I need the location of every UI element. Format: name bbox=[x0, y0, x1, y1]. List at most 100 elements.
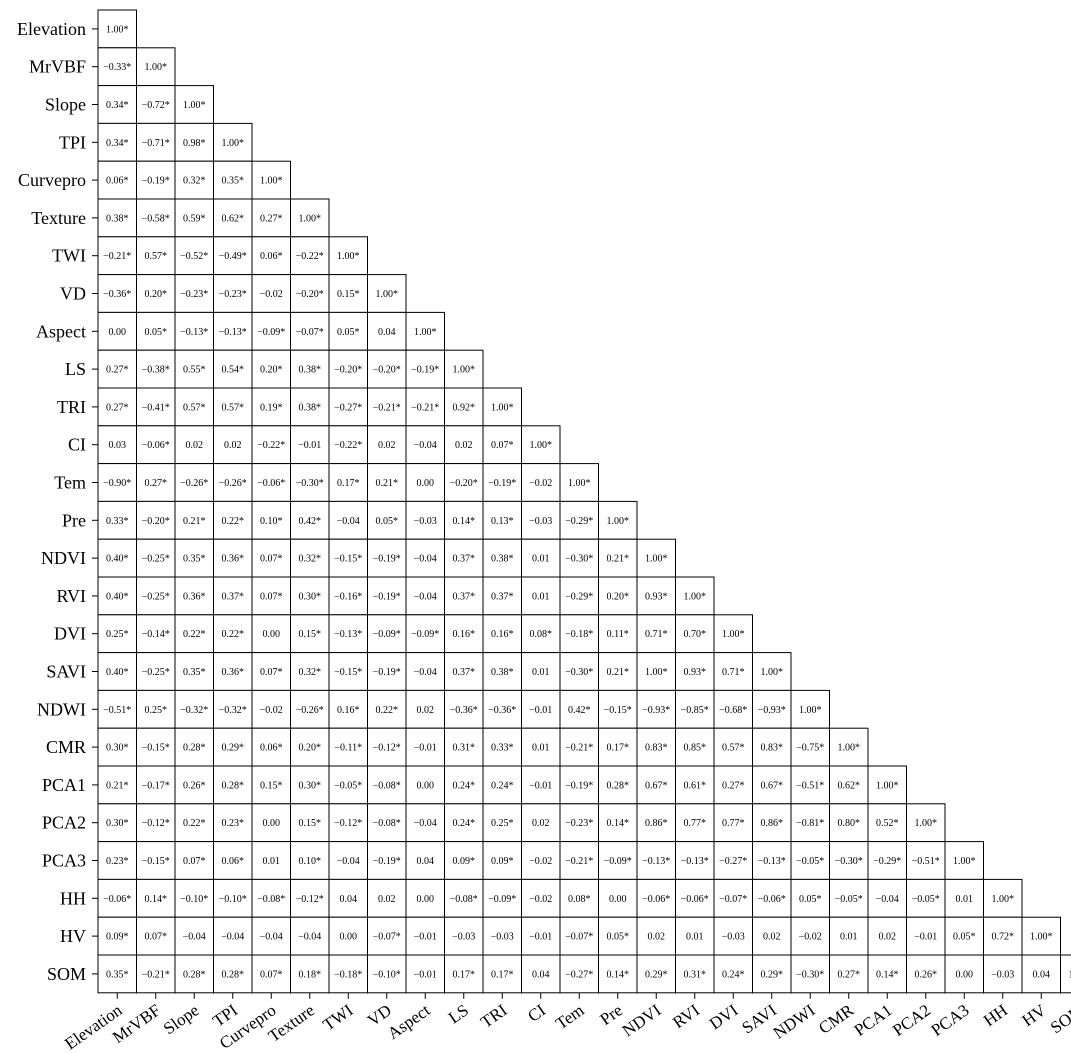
matrix-cell bbox=[328, 538, 368, 578]
matrix-cell bbox=[944, 878, 984, 918]
cell-value: 0.29* bbox=[222, 743, 245, 754]
matrix-cell bbox=[829, 765, 869, 805]
column-label-aspect: Aspect bbox=[384, 1000, 434, 1043]
cell-value: −0.41* bbox=[142, 402, 170, 413]
cell-value: 0.62* bbox=[222, 213, 245, 224]
cell-value: −0.30* bbox=[565, 554, 593, 565]
cell-value: 1.00* bbox=[183, 100, 206, 111]
matrix-cell bbox=[136, 349, 176, 389]
cell-value: 0.93* bbox=[684, 667, 707, 678]
cell-value: −0.19* bbox=[411, 365, 439, 376]
column-label-cmr: CMR bbox=[815, 1000, 857, 1038]
cell-value: −0.01 bbox=[529, 932, 552, 943]
cell-value: −0.10* bbox=[373, 969, 401, 980]
cell-value: 0.77* bbox=[684, 818, 707, 829]
matrix-cell bbox=[328, 576, 368, 616]
cell-value: 0.52* bbox=[876, 818, 899, 829]
cell-value: 0.22* bbox=[183, 818, 206, 829]
cell-value: −0.20* bbox=[334, 365, 362, 376]
matrix-cell bbox=[251, 689, 291, 729]
cell-value: 0.32* bbox=[299, 554, 322, 565]
matrix-cell bbox=[636, 652, 676, 691]
cell-value: −0.71* bbox=[142, 138, 170, 149]
matrix-cell bbox=[521, 727, 561, 767]
matrix-cell bbox=[367, 274, 407, 313]
matrix-cell bbox=[251, 954, 291, 994]
cell-value: −0.25* bbox=[142, 591, 170, 602]
cell-value: −0.02 bbox=[529, 478, 552, 489]
matrix-cell bbox=[521, 841, 561, 880]
matrix-cell bbox=[983, 954, 1023, 994]
cell-value: −0.29* bbox=[565, 516, 593, 527]
cell-value: −0.25* bbox=[142, 554, 170, 565]
cell-value: −0.06* bbox=[103, 894, 131, 905]
matrix-cell bbox=[97, 425, 137, 465]
matrix-cell bbox=[97, 765, 137, 805]
matrix-cell bbox=[790, 954, 830, 994]
cell-value: −0.06* bbox=[758, 894, 786, 905]
cell-value: −0.02 bbox=[799, 932, 822, 943]
cell-value: 0.04 bbox=[1033, 969, 1051, 980]
cell-value: −0.19* bbox=[565, 780, 593, 791]
matrix-cell bbox=[328, 500, 368, 540]
row-label-twi: TWI bbox=[52, 246, 86, 266]
matrix-cell bbox=[97, 47, 137, 87]
cell-value: 0.02 bbox=[224, 440, 242, 451]
cell-value: −0.19* bbox=[488, 478, 516, 489]
matrix-cell bbox=[290, 311, 330, 351]
row-label-hv: HV bbox=[60, 926, 86, 946]
cell-value: 0.36* bbox=[183, 591, 206, 602]
cell-value: 0.05* bbox=[376, 516, 399, 527]
cell-value: 0.17* bbox=[337, 478, 360, 489]
cell-value: 0.35* bbox=[183, 667, 206, 678]
matrix-cell bbox=[790, 841, 830, 880]
cell-value: 0.36* bbox=[222, 554, 245, 565]
matrix-cell bbox=[290, 463, 330, 502]
cell-value: 1.00* bbox=[260, 176, 283, 187]
cell-value: 0.98* bbox=[183, 138, 206, 149]
cell-value: 0.05* bbox=[337, 327, 360, 338]
cell-value: 0.06* bbox=[260, 251, 283, 262]
matrix-cell bbox=[405, 878, 445, 918]
matrix-cell bbox=[97, 463, 137, 502]
matrix-cell bbox=[675, 841, 715, 880]
matrix-cell bbox=[290, 349, 330, 389]
cell-value: 0.30* bbox=[106, 743, 129, 754]
cell-value: 0.18* bbox=[299, 969, 322, 980]
cell-value: 1.00* bbox=[106, 24, 129, 35]
cell-value: 0.30* bbox=[299, 780, 322, 791]
matrix-cell bbox=[174, 349, 214, 389]
cell-value: −0.32* bbox=[180, 705, 208, 716]
cell-value: −0.29* bbox=[873, 856, 901, 867]
matrix-cell bbox=[444, 954, 484, 994]
matrix-cell bbox=[328, 765, 368, 805]
matrix-cell bbox=[367, 916, 407, 956]
cell-value: −0.01 bbox=[414, 932, 437, 943]
cell-value: 0.71* bbox=[645, 629, 668, 640]
cell-value: −0.30* bbox=[835, 856, 863, 867]
matrix-cell bbox=[290, 236, 330, 276]
cell-value: 0.34* bbox=[106, 138, 129, 149]
cell-value: 0.14* bbox=[607, 969, 630, 980]
matrix-cell bbox=[675, 954, 715, 994]
cell-value: 1.00* bbox=[607, 516, 630, 527]
cell-value: 0.21* bbox=[106, 780, 129, 791]
cell-value: −0.04 bbox=[337, 516, 360, 527]
matrix-cell bbox=[752, 803, 792, 843]
cell-value: 0.28* bbox=[183, 743, 206, 754]
cell-value: 0.15* bbox=[299, 629, 322, 640]
matrix-cell bbox=[482, 463, 522, 502]
cell-value: −0.16* bbox=[334, 591, 362, 602]
cell-value: 0.21* bbox=[607, 667, 630, 678]
matrix-cell bbox=[290, 803, 330, 843]
cell-value: −0.21* bbox=[565, 856, 593, 867]
matrix-cell bbox=[675, 727, 715, 767]
cell-value: −0.08* bbox=[257, 894, 285, 905]
cell-value: 0.27* bbox=[260, 213, 283, 224]
cell-value: 1.00* bbox=[761, 667, 784, 678]
cell-value: −0.36* bbox=[488, 705, 516, 716]
cell-value: −0.13* bbox=[219, 327, 247, 338]
matrix-cell bbox=[752, 727, 792, 767]
matrix-cell bbox=[213, 727, 253, 767]
